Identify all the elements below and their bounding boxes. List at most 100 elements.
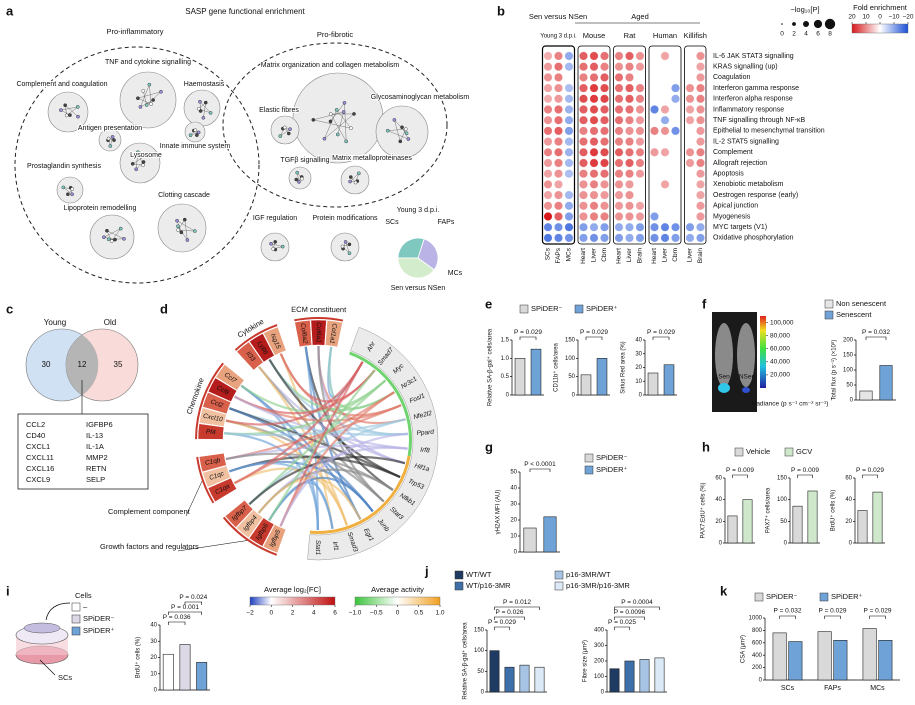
- y-tick-label: 0.5: [501, 374, 510, 380]
- legend-title: Average log₂[FC]: [264, 585, 321, 594]
- dot: [579, 83, 588, 93]
- edge: [349, 173, 359, 182]
- arrow: [45, 602, 71, 621]
- dot: [564, 190, 574, 200]
- dot: [635, 147, 645, 157]
- column-label: Cbm: [601, 248, 608, 262]
- dot: [579, 201, 588, 211]
- dot: [589, 51, 599, 61]
- panel-label: j: [424, 563, 429, 578]
- p-bracket: [862, 474, 878, 478]
- legend-tick: −0.5: [370, 610, 383, 617]
- legend-tick: 8: [828, 31, 832, 38]
- dot: [685, 105, 695, 114]
- gene-node: [193, 128, 198, 133]
- gene-node: [176, 224, 180, 229]
- gene-node: [149, 102, 153, 106]
- panel-label: a: [6, 3, 14, 18]
- dot: [564, 201, 574, 211]
- gene-segment: [236, 509, 264, 539]
- gene-node: [203, 100, 208, 105]
- dot: [564, 94, 574, 104]
- dot: [579, 169, 588, 179]
- p-bracket: [614, 606, 660, 610]
- dot: [579, 62, 588, 72]
- cluster-label: TGFβ signalling: [280, 157, 329, 164]
- dot: [685, 233, 695, 243]
- gene-node: [182, 217, 187, 222]
- dot: [614, 169, 624, 179]
- edge: [330, 102, 345, 122]
- edge: [280, 128, 291, 137]
- cluster-label: Complement and coagulation: [16, 81, 107, 88]
- p-value: P = 0.026: [496, 609, 524, 616]
- bar: [647, 372, 659, 396]
- dot: [600, 233, 609, 243]
- gene-node: [294, 177, 299, 182]
- p-value: P = 0.029: [819, 608, 847, 615]
- gene-node: [357, 171, 361, 176]
- y-tick-label: 150: [777, 476, 788, 482]
- dot: [696, 105, 705, 114]
- dot: [543, 180, 553, 189]
- dot: [600, 147, 609, 157]
- dot: [685, 147, 695, 157]
- edge: [324, 109, 337, 139]
- gene: IL-1A: [86, 442, 104, 451]
- dot: [614, 222, 624, 232]
- y-axis-label: BrdU⁺ cells (%): [830, 490, 837, 532]
- group-arc: [294, 316, 344, 322]
- column-label: SCs: [545, 247, 552, 260]
- panel-label: d: [160, 301, 168, 316]
- gene-node: [311, 118, 316, 122]
- size-key: [803, 21, 809, 27]
- y-tick-label: 0: [639, 393, 643, 399]
- gene-node: [352, 112, 356, 116]
- dot: [635, 83, 645, 93]
- gene-node: [280, 244, 285, 249]
- pie-slice: [397, 257, 435, 279]
- dot: [625, 212, 634, 221]
- row-label: Inflammatory response: [713, 106, 784, 113]
- dot: [543, 137, 553, 146]
- dot: [579, 126, 588, 136]
- gene-node: [141, 163, 145, 167]
- dot: [554, 169, 563, 179]
- gene-node: [193, 229, 197, 233]
- row-label: Epithelial to mesenchymal transition: [713, 128, 825, 135]
- y-tick-label: 100: [474, 648, 485, 654]
- y-axis-label: γH2AX MFI (AU): [496, 490, 502, 535]
- dot: [625, 51, 634, 61]
- gene-segment: [198, 407, 227, 427]
- set-count: 12: [78, 360, 87, 369]
- gene-label: Col1a1: [328, 323, 338, 345]
- legend-label: SPiDER⁻: [83, 614, 115, 623]
- gene-node: [138, 105, 143, 109]
- y-tick-label: 10: [510, 534, 517, 540]
- legend-label: SPiDER⁻: [596, 453, 628, 462]
- legend-label: SPiDER⁻: [766, 592, 798, 601]
- y-tick-label: 0: [154, 688, 158, 694]
- dot: [635, 158, 645, 168]
- gene-node: [334, 108, 339, 112]
- y-tick-label: 400: [594, 628, 605, 634]
- bar: [543, 516, 557, 553]
- gene-segment: [207, 477, 237, 503]
- legend-tick: 4: [312, 610, 316, 617]
- bar: [859, 390, 873, 401]
- edge: [270, 243, 283, 247]
- legend-label: SPiDER⁺: [586, 304, 618, 313]
- gene-node: [70, 192, 74, 197]
- y-tick-label: 200: [594, 659, 605, 665]
- legend-tick: 0.5: [414, 610, 423, 617]
- dot: [614, 158, 624, 168]
- edge: [63, 187, 73, 195]
- dot: [696, 73, 705, 82]
- pie-caption: Sen versus NSen: [391, 285, 446, 292]
- legend-tick: 10: [862, 14, 870, 21]
- gene-node: [201, 116, 206, 120]
- group-label: Complement component: [108, 507, 191, 516]
- row-label: Interferon alpha response: [713, 96, 793, 103]
- dot: [554, 147, 563, 157]
- dot: [564, 51, 574, 61]
